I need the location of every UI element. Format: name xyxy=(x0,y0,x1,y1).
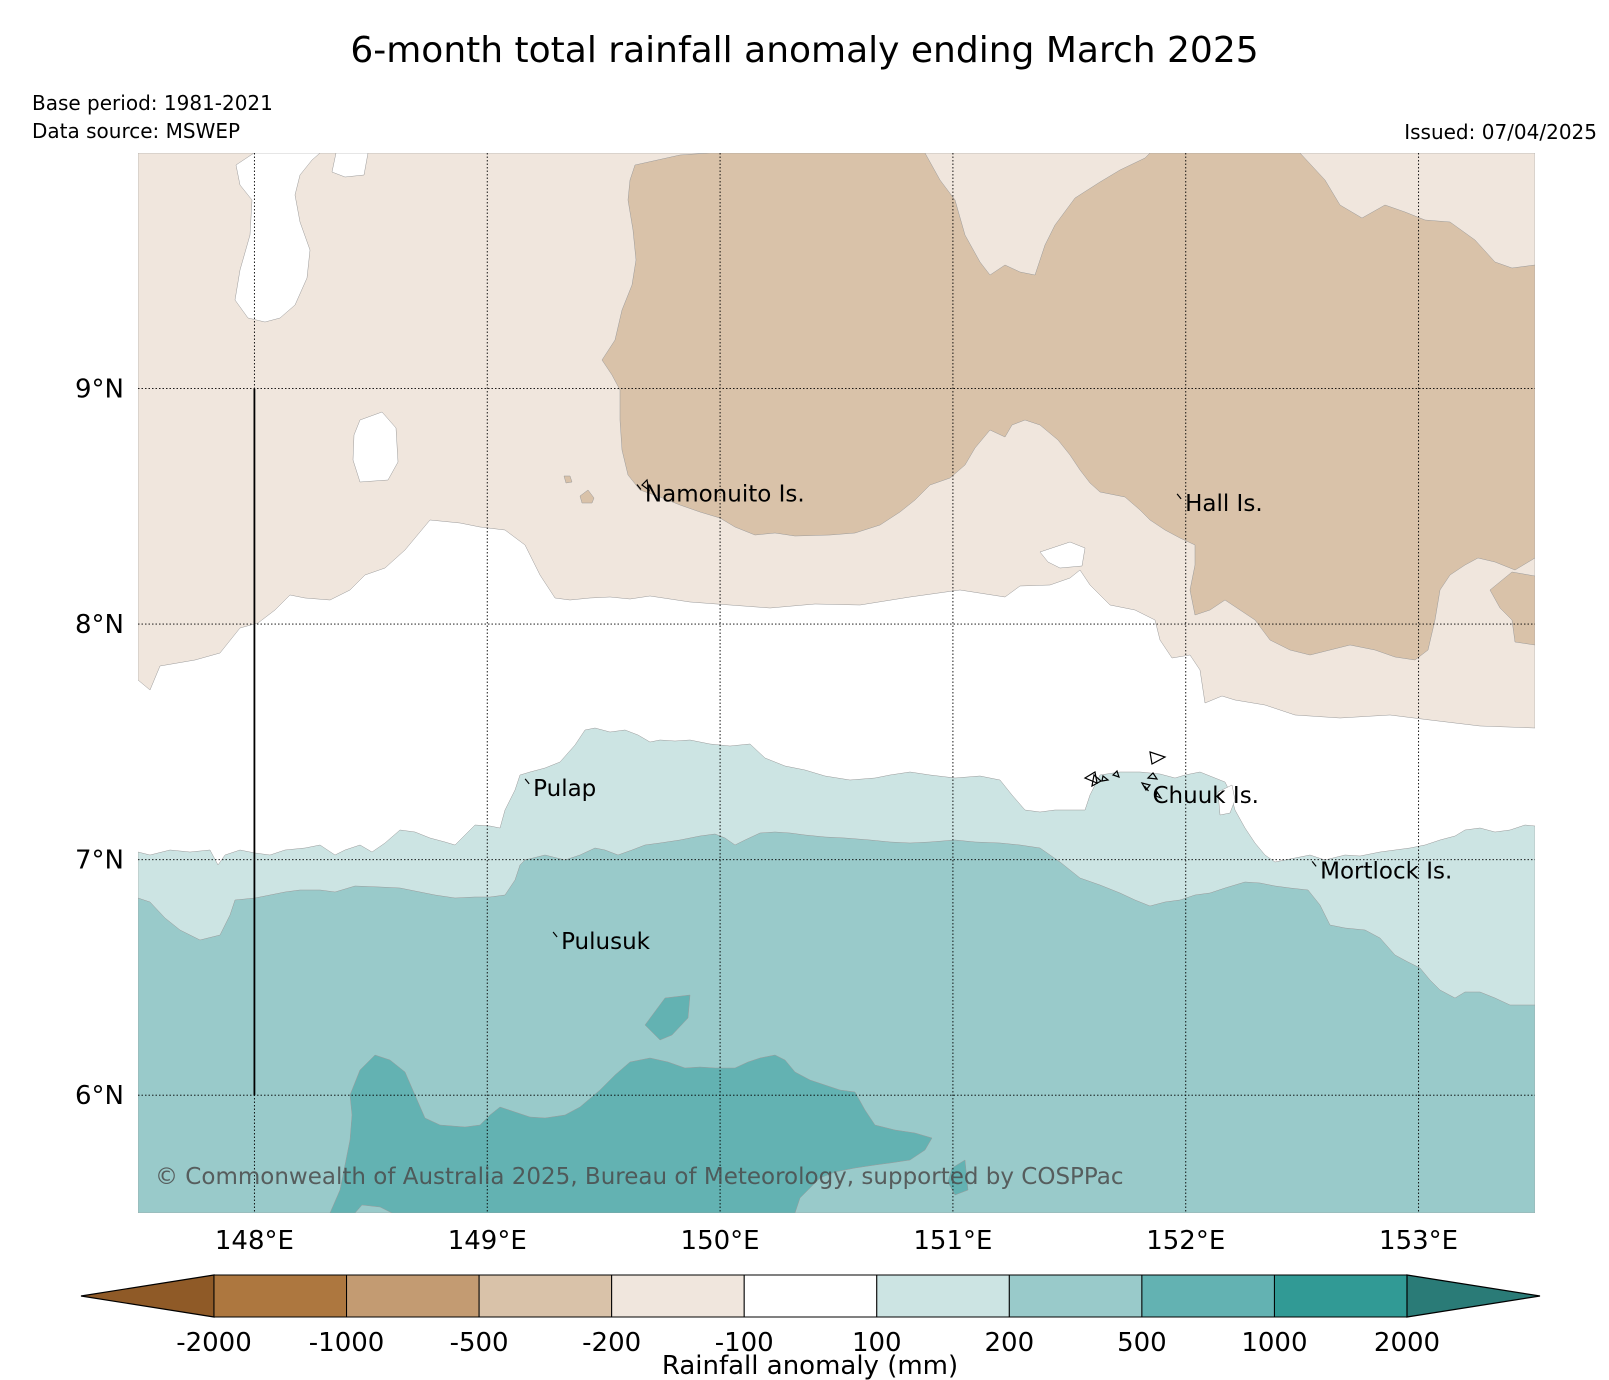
place-marker xyxy=(1311,861,1317,867)
lon-tick-label: 149°E xyxy=(448,1226,527,1256)
colorbar-swatch xyxy=(478,1274,613,1318)
colorbar xyxy=(80,1274,1541,1318)
colorbar-swatch xyxy=(1273,1274,1408,1318)
latitude-tick-labels: 9°N 8°N 7°N 6°N xyxy=(75,375,124,1112)
colorbar-tick-label: 500 xyxy=(1117,1328,1167,1358)
contour-dark-teal xyxy=(329,1054,933,1213)
colorbar-extend-low xyxy=(80,1274,215,1318)
place-marker xyxy=(1176,493,1182,500)
colorbar-tick-label: 100 xyxy=(852,1328,902,1358)
colorbar-tick-label: -100 xyxy=(715,1328,774,1358)
longitude-tick-labels: 148°E 149°E 150°E 151°E 152°E 153°E xyxy=(215,1226,1458,1256)
copyright-text: © Commonwealth of Australia 2025, Bureau… xyxy=(155,1164,1124,1190)
place-label: Hall Is. xyxy=(1185,491,1263,517)
contour-hole-white xyxy=(1039,541,1086,569)
place-label: Pulap xyxy=(533,776,596,802)
contour-tan xyxy=(1489,571,1535,646)
colorbar-tick-label: 1000 xyxy=(1241,1328,1307,1358)
base-period-note: Base period: 1981-2021 xyxy=(32,91,273,115)
colorbar-tick-labels: -2000 -1000 -500 -200 -100 100 200 500 1000 2000 xyxy=(176,1328,1440,1358)
island-shape xyxy=(1083,771,1098,784)
place-label: Pulusuk xyxy=(561,929,651,955)
colorbar-tick-label: -1000 xyxy=(309,1328,385,1358)
colorbar-swatch xyxy=(1141,1274,1275,1318)
contour-dark-teal xyxy=(644,994,691,1041)
contour-hole-white xyxy=(352,411,399,483)
island-shape xyxy=(1091,773,1103,788)
place-label: Mortlock Is. xyxy=(1320,858,1452,884)
place-marker xyxy=(636,484,642,490)
contour-tan xyxy=(579,489,595,504)
colorbar-swatch xyxy=(743,1274,878,1318)
place-marker xyxy=(552,931,558,938)
island-shape xyxy=(641,478,650,492)
island-shape xyxy=(1146,772,1159,780)
island-shape xyxy=(1149,751,1167,765)
colorbar-swatch xyxy=(1008,1274,1143,1318)
lon-tick-label: 153°E xyxy=(1379,1226,1458,1256)
lat-tick-label: 8°N xyxy=(75,610,124,640)
lat-tick-label: 6°N xyxy=(75,1081,124,1111)
place-marker xyxy=(524,778,530,785)
colorbar-tick-label: 2000 xyxy=(1374,1328,1440,1358)
data-source-note: Data source: MSWEP xyxy=(32,119,241,143)
lon-tick-label: 151°E xyxy=(913,1226,992,1256)
contour-tan xyxy=(563,475,573,484)
colorbar-swatch xyxy=(346,1274,480,1318)
colorbar-tick-label: -2000 xyxy=(176,1328,252,1358)
map-title: 6-month total rainfall anomaly ending Ma… xyxy=(350,30,1259,71)
island-shape xyxy=(1101,774,1110,782)
contour-hole-white xyxy=(1217,784,1236,816)
contour-hole-white xyxy=(234,153,321,323)
anomaly-contours xyxy=(138,153,1535,1213)
contour-tan xyxy=(601,153,1535,661)
contour-hole-white xyxy=(331,153,369,178)
colorbar-tick-label: 200 xyxy=(985,1328,1035,1358)
colorbar-swatch xyxy=(213,1274,348,1318)
colorbar-swatch xyxy=(611,1274,745,1318)
lon-tick-label: 152°E xyxy=(1146,1226,1225,1256)
colorbar-extend-high xyxy=(1406,1274,1541,1318)
lat-tick-label: 7°N xyxy=(75,846,124,876)
contour-light-teal-patch xyxy=(354,1204,393,1213)
place-labels: Namonuito Is. Hall Is. Pulap Chuuk Is. Mortl… xyxy=(524,481,1452,955)
colorbar-tick-label: -200 xyxy=(582,1328,641,1358)
island-shape xyxy=(1111,769,1120,778)
lon-tick-label: 150°E xyxy=(681,1226,760,1256)
colorbar-title: Rainfall anomaly (mm) xyxy=(662,1351,958,1380)
lon-tick-label: 148°E xyxy=(215,1226,294,1256)
place-label: Namonuito Is. xyxy=(645,481,805,507)
colorbar-swatch xyxy=(876,1274,1010,1318)
island-shape xyxy=(1140,782,1152,792)
issued-date: Issued: 07/04/2025 xyxy=(1404,120,1597,144)
place-marker xyxy=(1144,785,1149,792)
island-markers xyxy=(641,478,1167,800)
place-label: Chuuk Is. xyxy=(1152,783,1259,809)
colorbar-tick-label: -500 xyxy=(450,1328,509,1358)
lat-tick-label: 9°N xyxy=(75,375,124,405)
island-shape xyxy=(1155,790,1163,800)
